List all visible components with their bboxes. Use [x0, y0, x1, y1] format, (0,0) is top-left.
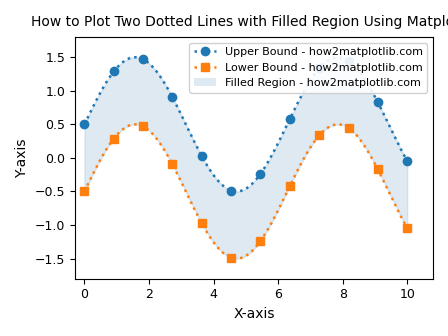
Y-axis label: Y-axis: Y-axis: [15, 138, 29, 178]
Legend: Upper Bound - how2matplotlib.com, Lower Bound - how2matplotlib.com, Filled Regio: Upper Bound - how2matplotlib.com, Lower …: [190, 43, 427, 93]
X-axis label: X-axis: X-axis: [233, 307, 275, 321]
Title: How to Plot Two Dotted Lines with Filled Region Using Matplotlib: How to Plot Two Dotted Lines with Filled…: [31, 15, 448, 29]
